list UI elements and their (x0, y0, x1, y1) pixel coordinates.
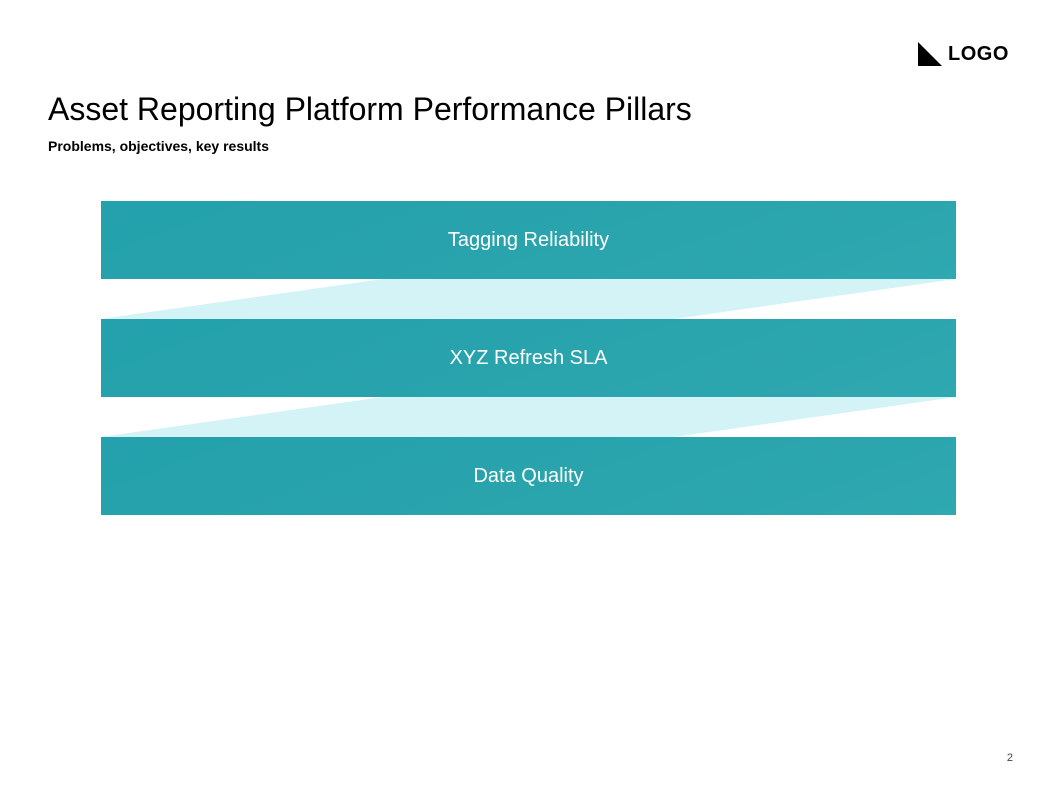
pillar-tagging-reliability: Tagging Reliability (101, 201, 956, 279)
pillar-connectors (101, 279, 956, 437)
logo-triangle-icon (918, 42, 942, 66)
pillar-label: XYZ Refresh SLA (449, 347, 608, 369)
pillar-xyz-refresh-sla: XYZ Refresh SLA (101, 319, 956, 397)
pillar-data-quality: Data Quality (101, 437, 956, 515)
logo-text: LOGO (948, 43, 1009, 65)
pillars-diagram: Tagging Reliability XYZ Refresh SLA Data… (101, 201, 956, 515)
page-number: 2 (1006, 752, 1013, 764)
connector-1-2 (101, 279, 956, 319)
pillar-label: Tagging Reliability (447, 229, 610, 251)
pillar-label: Data Quality (473, 465, 584, 487)
page-subtitle: Problems, objectives, key results (48, 138, 269, 154)
page-title: Asset Reporting Platform Performance Pil… (48, 91, 692, 127)
connector-2-3 (101, 397, 956, 437)
logo: LOGO (918, 41, 1009, 67)
